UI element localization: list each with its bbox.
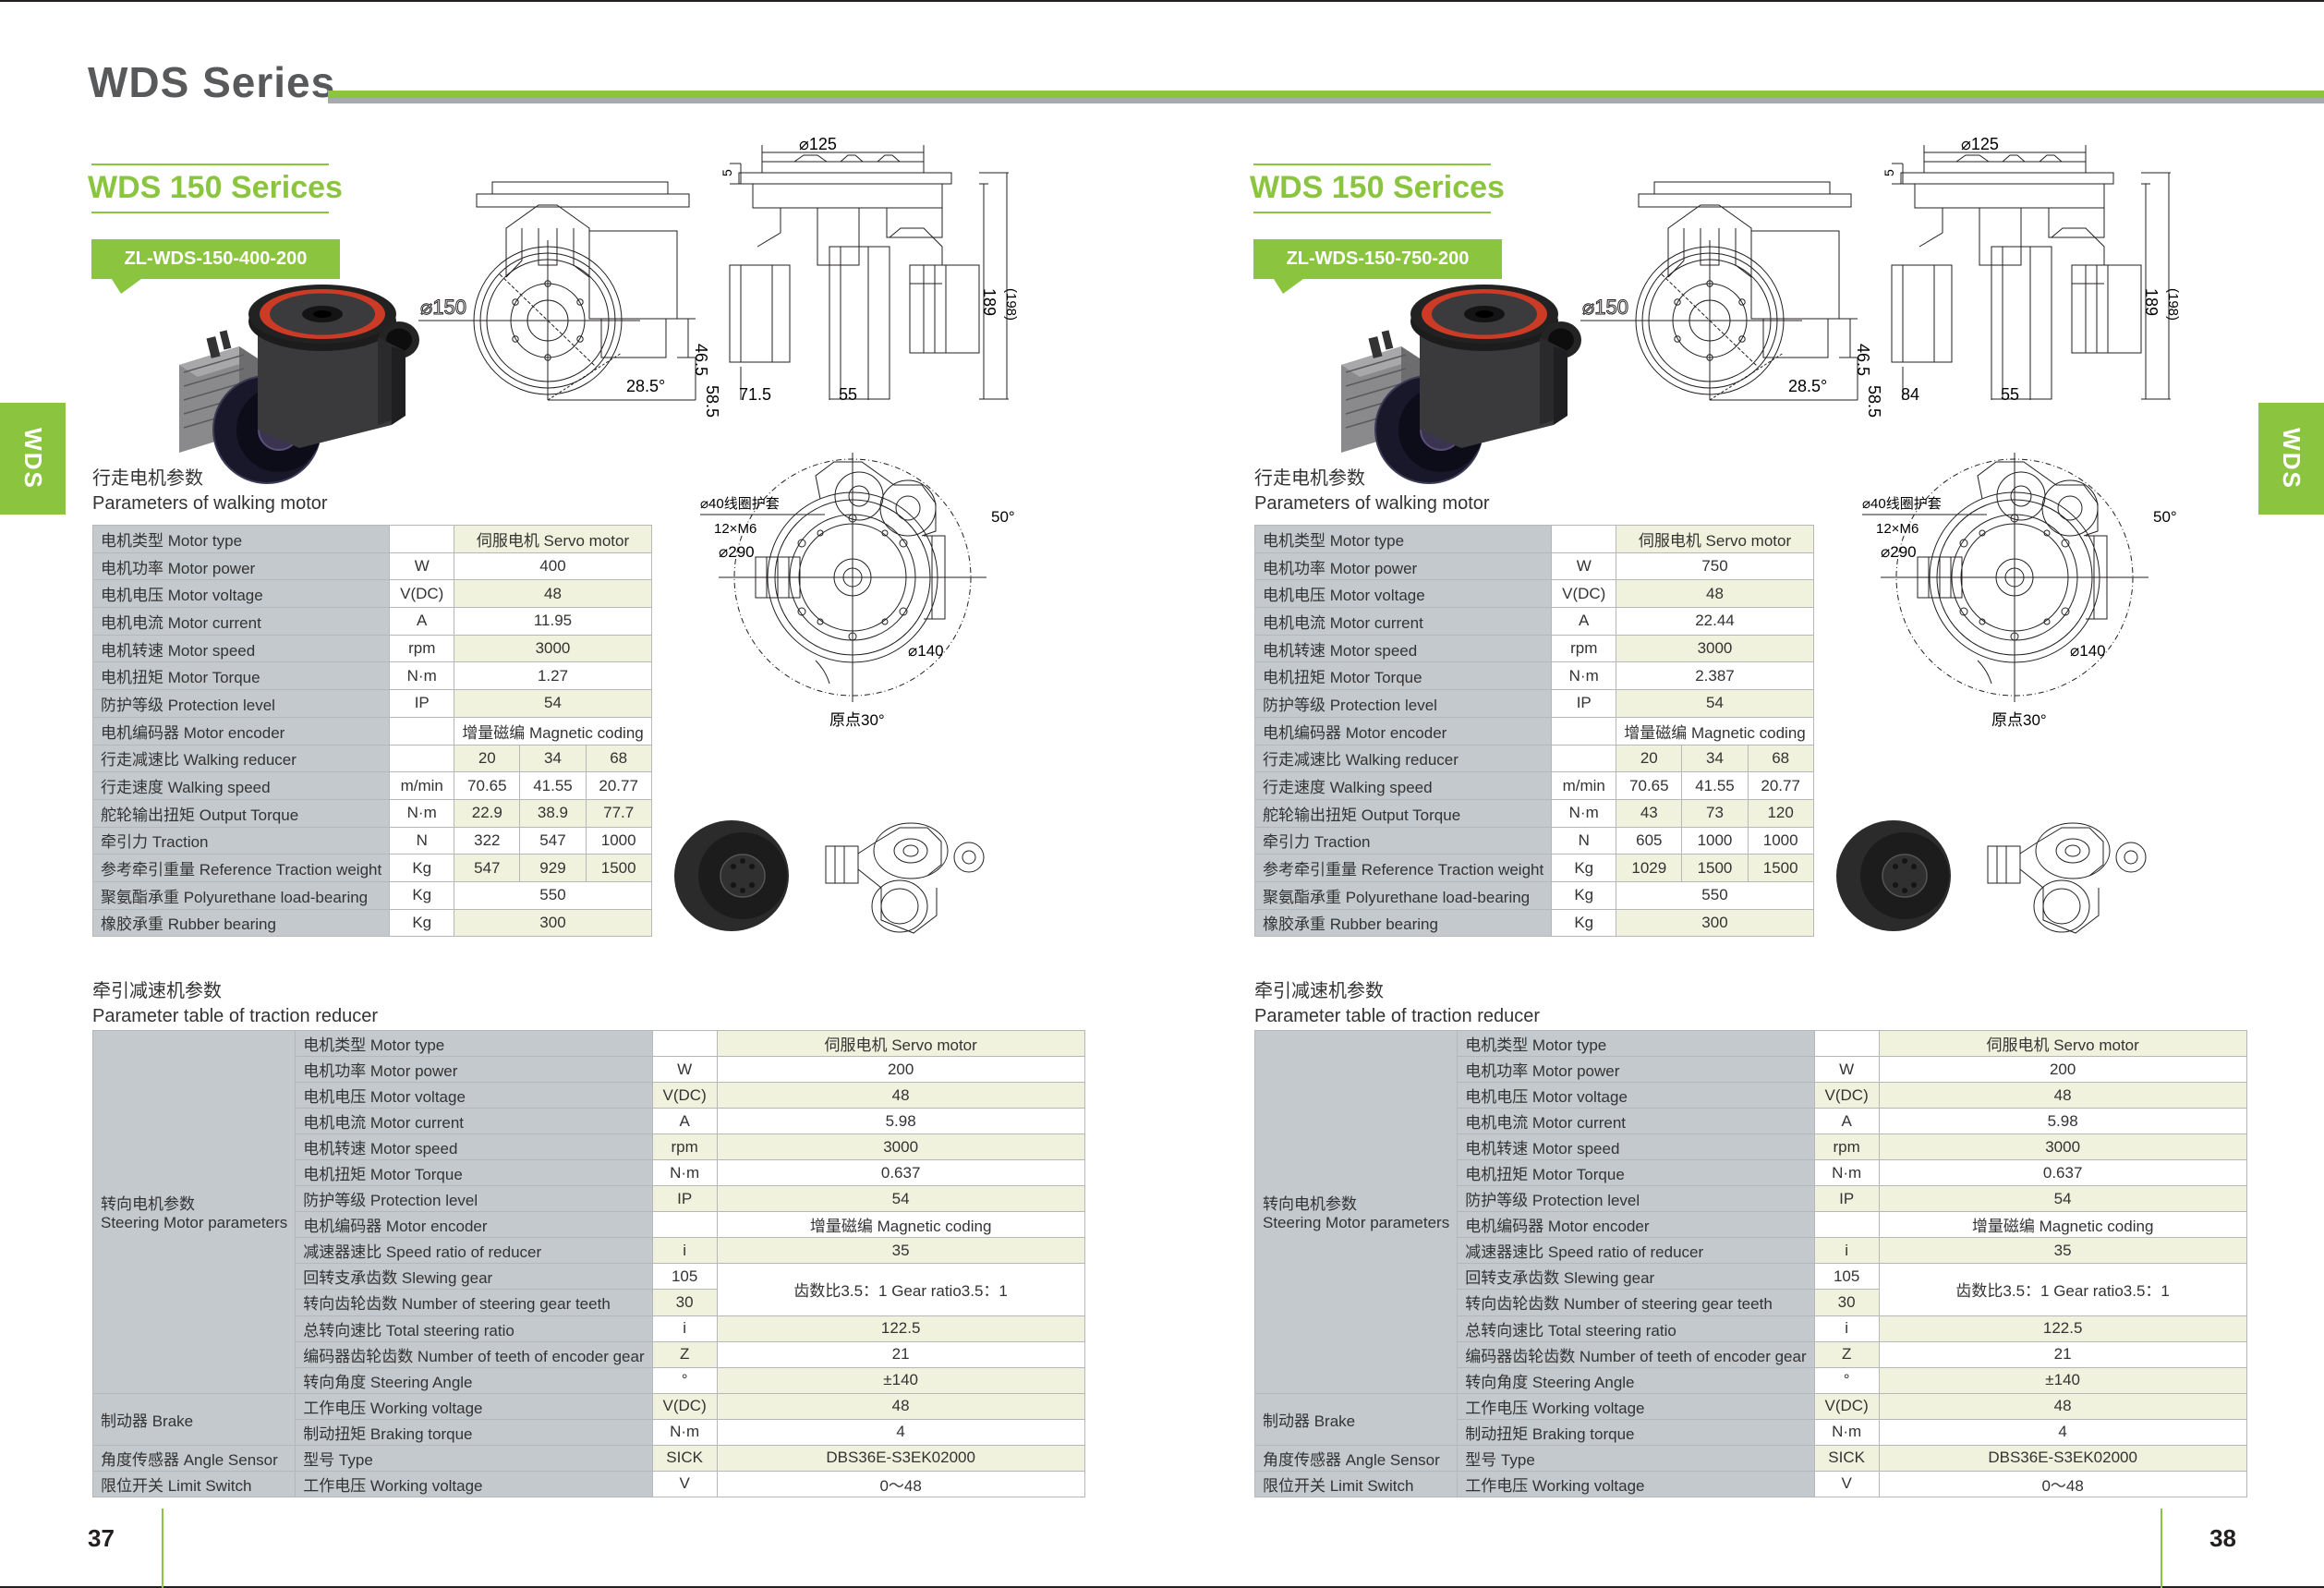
svg-text:50°: 50°	[2153, 508, 2177, 526]
svg-text:5: 5	[1882, 169, 1896, 176]
svg-text:55: 55	[839, 385, 857, 404]
svg-text:(198): (198)	[2165, 288, 2181, 321]
svg-text:⌀290: ⌀290	[1881, 543, 1917, 561]
svg-text:46.5: 46.5	[692, 344, 710, 376]
svg-text:189: 189	[2142, 288, 2161, 316]
svg-text:12×M6: 12×M6	[1876, 521, 1919, 537]
svg-text:⌀40线圈护套: ⌀40线圈护套	[700, 496, 780, 512]
svg-text:55: 55	[2001, 385, 2019, 404]
svg-text:⌀290: ⌀290	[719, 543, 755, 561]
svg-text:84: 84	[1901, 385, 1919, 404]
svg-text:58.5: 58.5	[1865, 385, 1883, 418]
svg-text:12×M6: 12×M6	[714, 521, 757, 537]
svg-text:⌀40线圈护套: ⌀40线圈护套	[1862, 496, 1942, 512]
svg-text:⌀140: ⌀140	[908, 642, 944, 660]
svg-text:⌀140: ⌀140	[2070, 642, 2106, 660]
svg-text:⌀125: ⌀125	[1961, 135, 1999, 153]
svg-text:原点30°: 原点30°	[829, 711, 885, 729]
svg-text:50°: 50°	[991, 508, 1015, 526]
svg-text:46.5: 46.5	[1854, 344, 1872, 376]
svg-text:⌀125: ⌀125	[799, 135, 837, 153]
svg-text:28.5°: 28.5°	[626, 377, 665, 395]
svg-text:原点30°: 原点30°	[1991, 711, 2047, 729]
svg-text:71.5: 71.5	[739, 385, 771, 404]
svg-text:(198): (198)	[1003, 288, 1019, 321]
svg-text:⌀150: ⌀150	[1582, 296, 1628, 319]
svg-text:⌀150: ⌀150	[420, 296, 466, 319]
svg-text:5: 5	[720, 169, 734, 176]
svg-text:58.5: 58.5	[703, 385, 721, 418]
svg-text:189: 189	[980, 288, 999, 316]
svg-text:28.5°: 28.5°	[1788, 377, 1827, 395]
